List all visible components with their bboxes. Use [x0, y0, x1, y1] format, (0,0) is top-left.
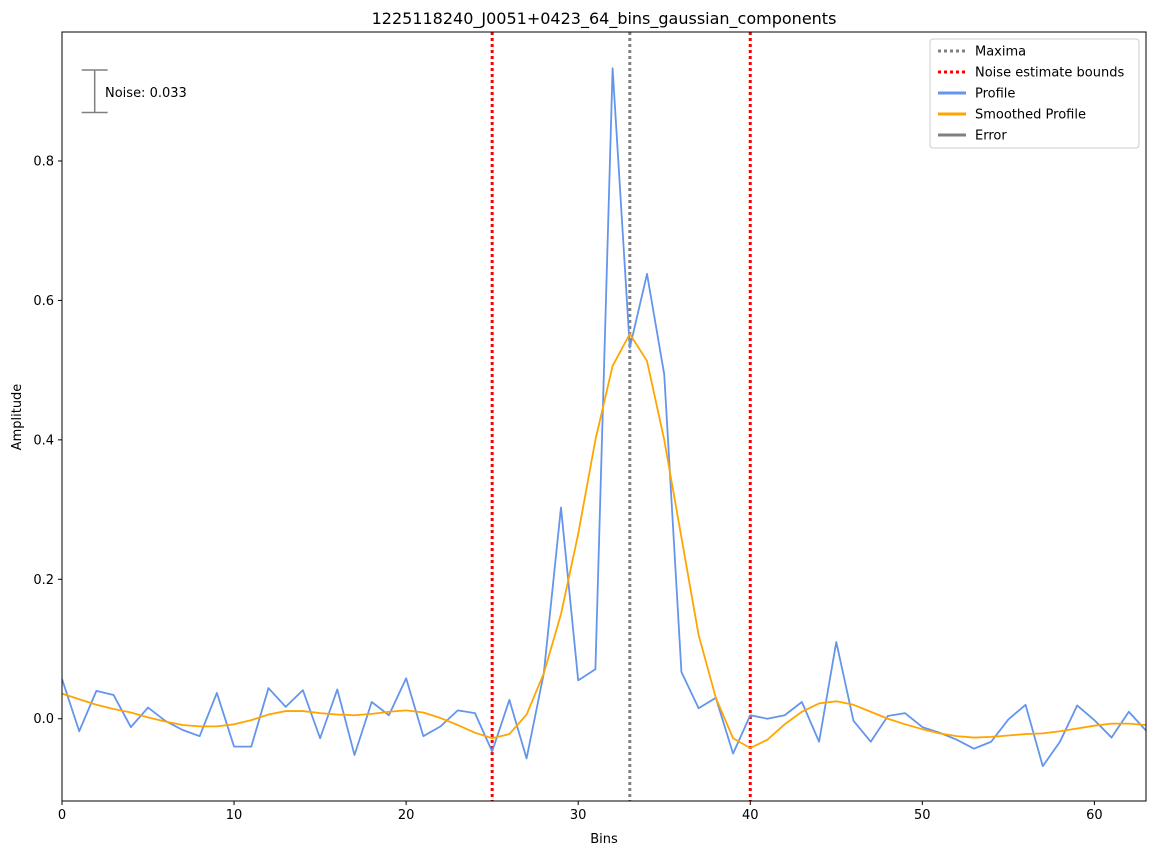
x-axis-label: Bins	[590, 832, 618, 847]
legend: Maxima Noise estimate bounds Profile Smooth…	[929, 38, 1140, 149]
y-axis: 0.0 0.2 0.4 0.6 0.8	[33, 154, 62, 727]
profile-line	[62, 67, 1146, 768]
x-axis: 0 10 20 30 40 50 60	[58, 801, 1103, 823]
smoothed-profile-line	[62, 332, 1146, 749]
plot-frame	[61, 31, 1147, 802]
legend-label-1: Noise estimate bounds	[975, 66, 1124, 81]
legend-label-2: Profile	[975, 87, 1015, 102]
error-bar	[81, 69, 108, 114]
x-tick-label: 10	[226, 808, 243, 823]
y-tick-label: 0.4	[33, 433, 54, 448]
legend-label-3: Smoothed Profile	[975, 108, 1086, 123]
chart-title: 1225118240_J0051+0423_64_bins_gaussian_c…	[372, 9, 837, 29]
x-tick-label: 60	[1086, 808, 1103, 823]
y-tick-label: 0.0	[33, 712, 54, 727]
legend-label-4: Error	[975, 129, 1007, 144]
y-tick-label: 0.2	[33, 573, 54, 588]
plot-area	[62, 32, 1146, 801]
x-tick-label: 30	[570, 808, 587, 823]
x-tick-label: 0	[58, 808, 66, 823]
x-tick-label: 20	[398, 808, 415, 823]
y-axis-label: Amplitude	[10, 384, 25, 451]
legend-label-0: Maxima	[975, 45, 1026, 60]
x-tick-label: 50	[914, 808, 931, 823]
x-tick-label: 40	[742, 808, 759, 823]
y-tick-label: 0.8	[33, 154, 54, 169]
noise-annotation: Noise: 0.033	[105, 86, 187, 101]
legend-box	[929, 38, 1140, 149]
y-tick-label: 0.6	[33, 294, 54, 309]
